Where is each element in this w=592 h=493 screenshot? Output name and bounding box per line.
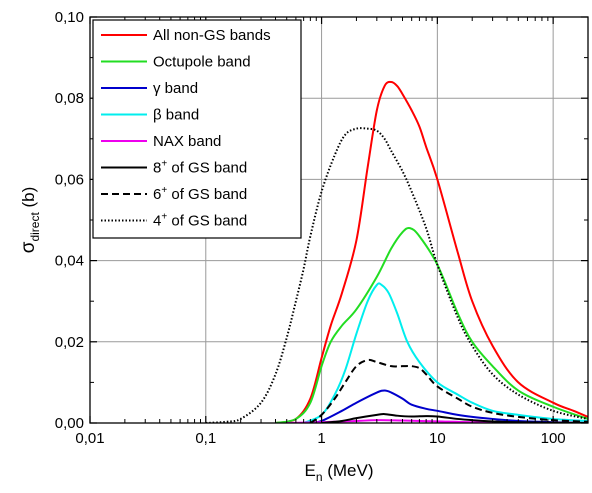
- y-axis-title-rest: (b): [19, 187, 38, 213]
- legend-label: Octupole band: [153, 54, 251, 71]
- x-axis-title-sub: n: [316, 470, 323, 484]
- legend-label: 4+ of GS band: [153, 212, 247, 230]
- legend-label: All non-GS bands: [153, 27, 271, 44]
- y-tick-label: 0,08: [55, 90, 84, 107]
- legend-label: NAX band: [153, 133, 221, 150]
- y-axis-title-sub: direct: [28, 212, 42, 242]
- y-axis-title-main: σ: [18, 241, 39, 253]
- y-axis-title: σdirect (b): [18, 187, 42, 254]
- legend-box: [92, 19, 302, 239]
- x-tick-label: 0,01: [75, 430, 104, 447]
- legend: All non-GS bands Octupole band γ band β ban…: [92, 19, 302, 239]
- y-tick-label: 0,06: [55, 171, 84, 188]
- legend-label: 6+ of GS band: [153, 185, 247, 203]
- legend-label: β band: [153, 107, 199, 124]
- x-axis-title-rest: (MeV): [323, 461, 374, 480]
- x-tick-label: 100: [541, 430, 566, 447]
- x-axis-title: En (MeV): [304, 461, 373, 484]
- series-line-1: [275, 80, 588, 423]
- y-tick-label: 0,02: [55, 334, 84, 351]
- legend-label: 8+ of GS band: [153, 159, 247, 177]
- y-tick-label: 0,04: [55, 253, 84, 270]
- legend-label: γ band: [153, 80, 198, 97]
- series-line-2: [275, 226, 588, 423]
- series-line-4: [303, 282, 588, 423]
- x-tick-label: 1: [317, 430, 325, 447]
- x-tick-label: 0,1: [195, 430, 216, 447]
- series-line-3: [310, 389, 588, 423]
- y-tick-label: 0,10: [55, 9, 84, 26]
- y-tick-label: 0,00: [55, 415, 84, 432]
- series-line-8: [205, 127, 588, 423]
- tick-labels: 0,01 0,1 1 10 100 0,00 0,02 0,04 0,06 0,08 0,10: [55, 9, 566, 447]
- x-axis-title-main: E: [304, 461, 315, 480]
- x-tick-label: 10: [429, 430, 446, 447]
